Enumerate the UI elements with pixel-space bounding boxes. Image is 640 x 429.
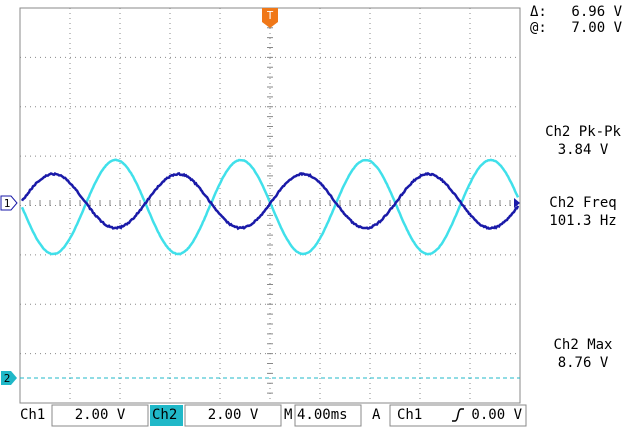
trigger-level: 0.00 V — [471, 407, 522, 423]
measurement-value: 3.84 V — [558, 142, 609, 158]
measurement-label: Ch2 Max — [553, 337, 612, 353]
cursor-at: 7.00 V — [571, 20, 622, 36]
time-scale: 4.00ms — [297, 407, 348, 423]
measurement-label: Ch2 Pk-Pk — [545, 124, 621, 140]
cursor-delta-label: Δ: — [530, 4, 547, 20]
ch2-marker-label: 2 — [4, 372, 11, 385]
oscilloscope-screen: T 1 2 Δ: 6.96 V @: 7.00 V Ch2 Pk-Pk 3.84… — [0, 0, 640, 429]
time-label: M — [284, 407, 292, 423]
ch1-marker-label: 1 — [4, 197, 11, 210]
measurement-label: Ch2 Freq — [549, 195, 616, 211]
ch2-label: Ch2 — [152, 407, 177, 423]
trigger-marker-label: T — [267, 9, 274, 22]
measurement-value: 8.76 V — [558, 355, 609, 371]
measurement-value: 101.3 Hz — [549, 213, 616, 229]
trigger-edge-icon — [452, 409, 464, 421]
cursor-at-label: @: — [530, 20, 547, 36]
trigger-mode: A — [372, 407, 381, 423]
ch1-label: Ch1 — [20, 407, 45, 423]
status-bar: Ch1 2.00 V Ch2 2.00 V M 4.00ms A Ch1 0.0… — [20, 405, 526, 426]
cursor-delta: 6.96 V — [571, 4, 622, 20]
trigger-source: Ch1 — [397, 407, 422, 423]
ch2-scale: 2.00 V — [208, 407, 259, 423]
ch1-scale: 2.00 V — [75, 407, 126, 423]
